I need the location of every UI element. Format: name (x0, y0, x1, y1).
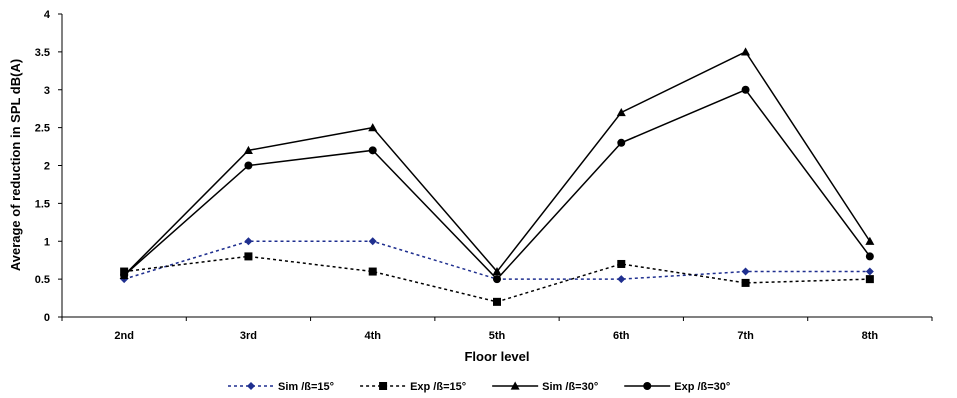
legend-label: Exp /ß=15° (410, 381, 466, 393)
y-tick-label: 3.5 (35, 47, 50, 59)
series-4 (120, 85, 874, 284)
legend-marker (247, 382, 255, 390)
data-point (617, 259, 626, 268)
x-ticks: 2nd 3rd 4th 5th 6th 7th 8th (61, 317, 933, 342)
x-tick-label: 3rd (240, 330, 257, 342)
data-point (368, 146, 377, 155)
legend-item: Exp /ß=30° (624, 381, 730, 393)
y-tick-label: 2.5 (35, 123, 50, 135)
legend: Sim /ß=15° Exp /ß=15° Sim /ß=30° Exp /ß=30° (228, 381, 730, 393)
y-tick-label: 1.5 (35, 198, 50, 210)
data-point (244, 237, 253, 246)
data-point (120, 271, 129, 280)
data-point (368, 267, 377, 276)
data-point (741, 47, 751, 56)
data-point (244, 252, 253, 261)
legend-marker (643, 382, 652, 390)
data-point (865, 267, 874, 276)
x-tick-label: 8th (862, 330, 879, 342)
y-tick-label: 0.5 (35, 274, 50, 286)
x-axis-title: Floor level (464, 349, 529, 364)
data-point (244, 161, 253, 170)
data-point (493, 297, 501, 306)
legend-marker (379, 382, 388, 390)
y-tick-label: 2 (44, 161, 50, 173)
data-point (617, 275, 626, 284)
y-tick-label: 0 (44, 312, 50, 324)
y-ticks: 0 0.5 1 1.5 2 2.5 3 3.5 4 (35, 9, 62, 324)
data-point (493, 275, 501, 284)
x-tick-label: 7th (737, 330, 754, 342)
series-line (123, 88, 871, 281)
data-point (865, 275, 874, 284)
series-layer (119, 47, 875, 306)
y-axis-title: Average of reduction in SPL dB(A) (8, 59, 23, 271)
legend-marker (510, 381, 520, 390)
x-tick-label: 2nd (114, 330, 134, 342)
series-line (123, 50, 871, 276)
data-point (616, 107, 626, 117)
data-point (865, 236, 875, 245)
data-point (368, 123, 378, 132)
x-tick-label: 4th (364, 330, 381, 342)
x-tick-label: 6th (613, 330, 630, 342)
legend-item: Sim /ß=30° (492, 381, 598, 393)
legend-item: Sim /ß=15° (228, 381, 334, 393)
data-point (243, 145, 253, 154)
legend-label: Exp /ß=30° (674, 381, 730, 393)
data-point (741, 267, 750, 276)
y-tick-label: 4 (44, 9, 51, 21)
data-point (865, 252, 874, 261)
x-tick-label: 5th (489, 330, 506, 342)
legend-label: Sim /ß=30° (542, 381, 598, 393)
data-point (368, 237, 377, 246)
series-3 (119, 47, 875, 279)
legend-label: Sim /ß=15° (278, 381, 334, 393)
data-point (741, 85, 750, 94)
data-point (617, 138, 626, 147)
legend-item: Exp /ß=15° (360, 381, 466, 393)
y-tick-label: 3 (44, 85, 50, 97)
y-tick-label: 1 (44, 236, 50, 248)
data-point (741, 278, 750, 287)
data-point (492, 267, 502, 276)
